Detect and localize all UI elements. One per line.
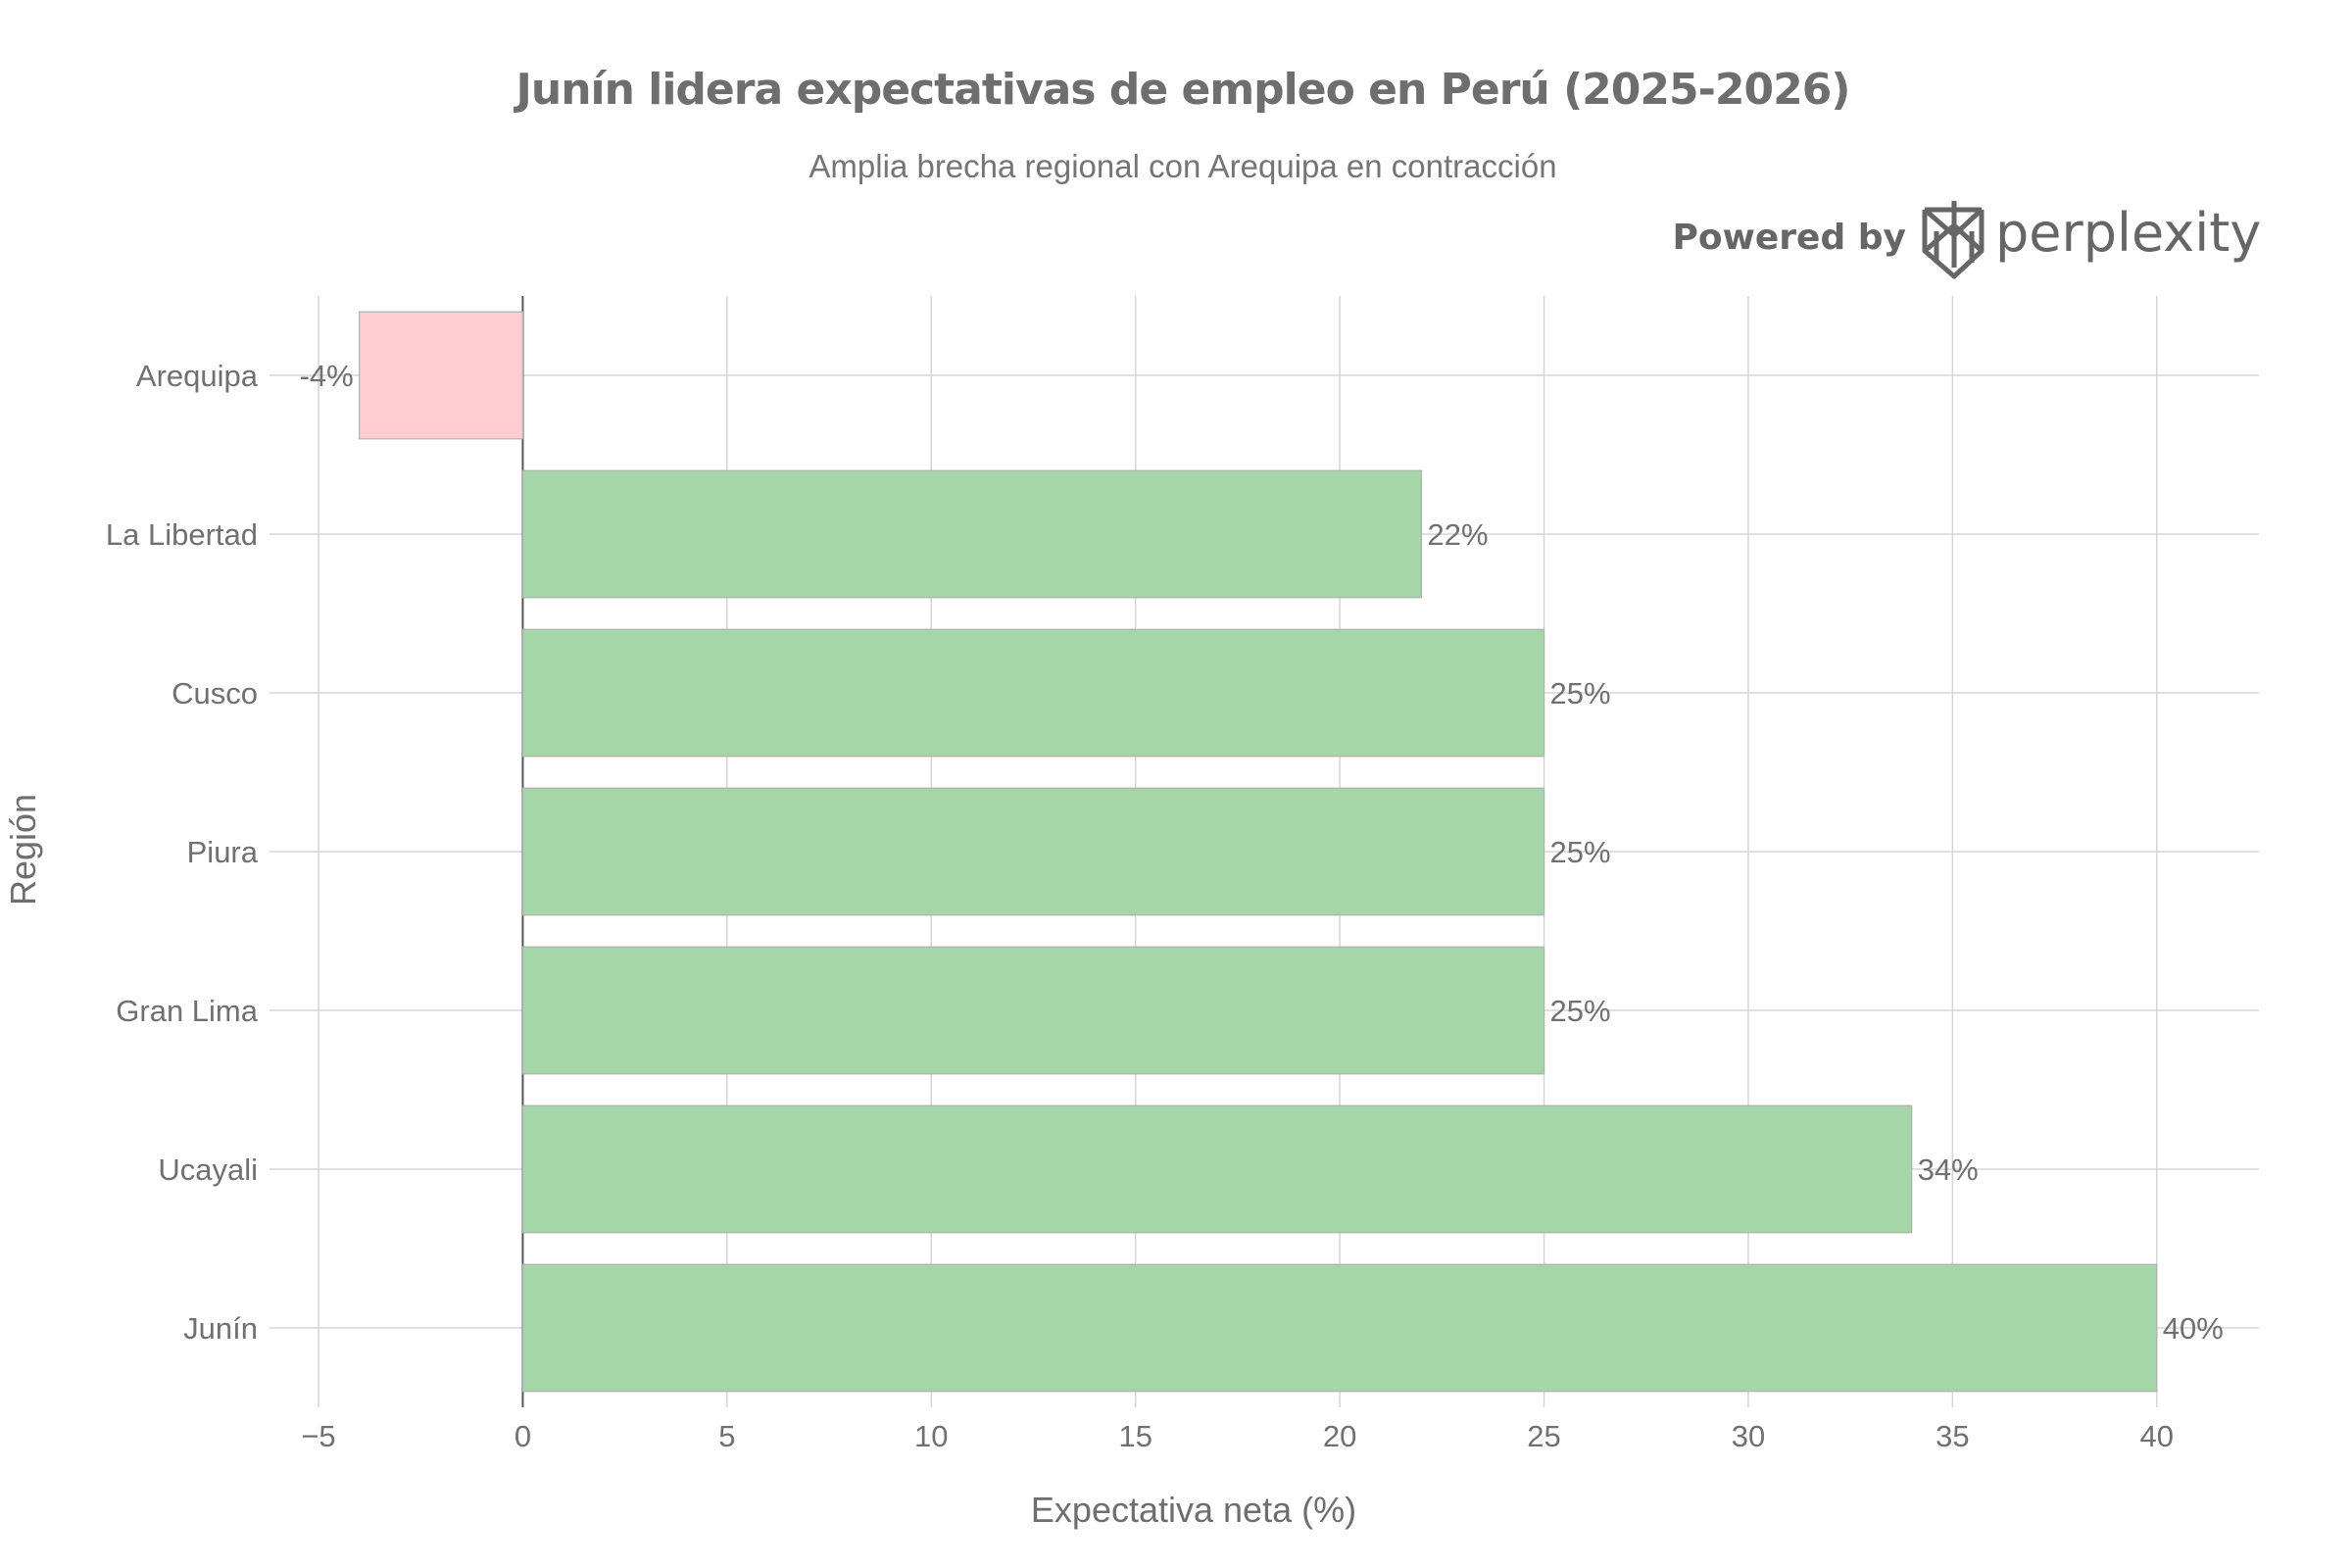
x-tick-label: −5 bbox=[301, 1419, 335, 1453]
y-tick-label: Ucayali bbox=[158, 1152, 258, 1187]
x-tick-label: 40 bbox=[2140, 1419, 2174, 1453]
bar bbox=[521, 1104, 1913, 1234]
data-labels: -4% 22% 25% 25% 25% 34% 40% bbox=[300, 359, 2224, 1346]
data-label: 25% bbox=[1550, 994, 1611, 1028]
x-tick-label: 5 bbox=[718, 1419, 735, 1453]
data-label: 25% bbox=[1550, 835, 1611, 869]
data-label: 40% bbox=[2163, 1311, 2224, 1346]
bar bbox=[521, 628, 1545, 758]
chart-title: Junín lidera expectativas de empleo en P… bbox=[514, 65, 1850, 115]
powered-by-branding: Powered by perplexity bbox=[1673, 201, 2261, 279]
data-label: 34% bbox=[1918, 1152, 1979, 1187]
bar bbox=[359, 311, 524, 440]
perplexity-wordmark: perplexity bbox=[1995, 202, 2261, 264]
y-axis-labels: Arequipa La Libertad Cusco Piura Gran Lima Uc… bbox=[106, 359, 259, 1346]
bar bbox=[521, 946, 1545, 1075]
y-tick-label: Gran Lima bbox=[116, 994, 258, 1028]
x-tick-label: 35 bbox=[1936, 1419, 1969, 1453]
data-label: 25% bbox=[1550, 676, 1611, 710]
y-tick-label: Arequipa bbox=[136, 359, 259, 393]
y-tick-label: Junín bbox=[183, 1311, 258, 1346]
powered-by-label: Powered by bbox=[1673, 218, 1907, 258]
x-tick-label: 25 bbox=[1527, 1419, 1560, 1453]
data-label: 22% bbox=[1427, 517, 1488, 552]
x-tick-label: 0 bbox=[514, 1419, 531, 1453]
bars bbox=[359, 311, 2158, 1393]
bar bbox=[521, 469, 1423, 599]
y-tick-label: La Libertad bbox=[106, 517, 258, 552]
perplexity-logo-icon bbox=[1922, 201, 1984, 279]
x-tick-label: 15 bbox=[1118, 1419, 1152, 1453]
y-tick-label: Cusco bbox=[172, 676, 258, 710]
chart-subtitle: Amplia brecha regional con Arequipa en c… bbox=[808, 148, 1556, 184]
x-tick-label: 10 bbox=[914, 1419, 948, 1453]
x-axis-title: Expectativa neta (%) bbox=[1031, 1490, 1356, 1530]
data-label: -4% bbox=[300, 359, 354, 393]
x-axis-labels: −5 0 5 10 15 20 25 30 35 40 bbox=[301, 1419, 2174, 1453]
y-axis-title: Región bbox=[3, 794, 43, 906]
x-tick-label: 20 bbox=[1323, 1419, 1356, 1453]
x-tick-label: 30 bbox=[1732, 1419, 1765, 1453]
bar bbox=[521, 1263, 2158, 1393]
y-tick-label: Piura bbox=[187, 835, 259, 869]
bar bbox=[521, 787, 1545, 916]
